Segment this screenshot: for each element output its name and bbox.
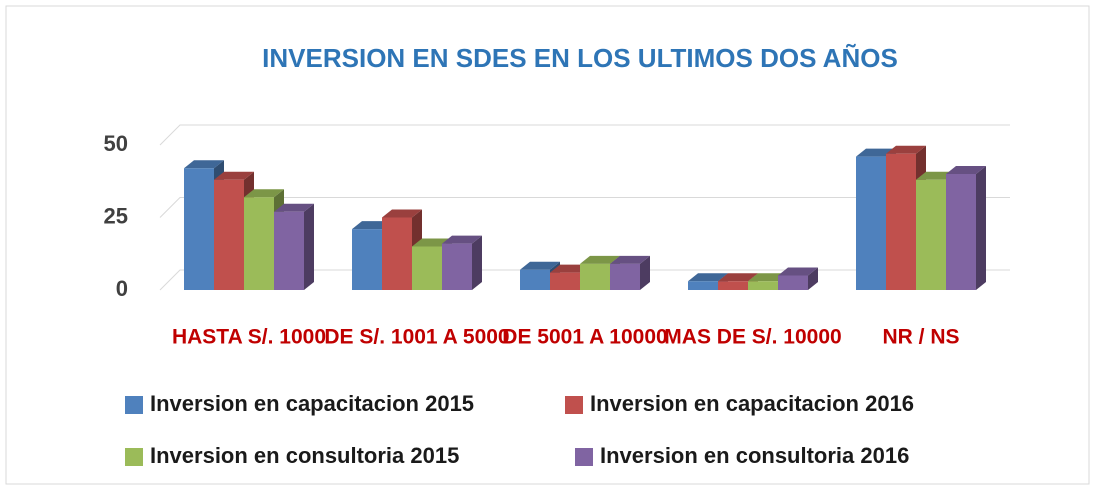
bar-face [244,189,284,198]
bar-face [916,179,946,290]
grid-line [159,197,1010,218]
y-tick-label: 50 [104,131,128,156]
grid-line [159,269,1010,291]
x-tick-label: DE S/. 1001 A 5000 [324,326,509,349]
bar-face [442,235,482,244]
bar-face [382,217,412,290]
bar-face [520,269,550,290]
legend-label: Inversion en capacitacion 2015 [150,391,474,416]
grid-line [159,124,1010,146]
legend-swatch [125,396,143,414]
bar-face [946,166,986,174]
bar-face [748,281,778,290]
bar-face [688,273,728,282]
bar-face [610,263,640,290]
bar-face [184,160,224,169]
legend-label: Inversion en consultoria 2015 [150,443,459,468]
bar-face [640,255,650,290]
bar-face [580,255,620,264]
bar [274,203,314,290]
bar-face [808,267,818,290]
bar-face [580,263,610,290]
bar-face [778,267,818,276]
bar-face [214,171,254,180]
y-tick-label: 0 [116,276,128,301]
bar-face [886,153,916,290]
bar-face [274,211,304,290]
bar-face [778,275,808,290]
bar-face [244,197,274,290]
bar [778,267,818,290]
bar-face [352,229,382,290]
bar-face [610,255,650,264]
bar-face [856,156,886,290]
bar-face [412,246,442,290]
bar-face [214,179,244,290]
y-tick-label: 25 [104,203,128,228]
bar [946,166,986,290]
chart-title: INVERSION EN SDES EN LOS ULTIMOS DOS AÑO… [262,43,898,73]
legend-swatch [565,396,583,414]
bar-face [442,243,472,290]
bar-face [946,174,976,290]
x-tick-label: NR / NS [882,326,959,349]
bar-face [718,281,748,290]
legend-label: Inversion en capacitacion 2016 [590,391,914,416]
legend-swatch [125,448,143,466]
x-tick-label: MAS DE S/. 10000 [664,326,841,349]
x-tick-label: DE 5001 A 10000 [502,326,667,349]
bar-face [274,203,314,212]
bar-face [382,209,422,218]
bar-face [550,272,580,290]
bar-face [976,166,986,290]
bar-face [304,203,314,290]
bar [442,235,482,290]
legend-label: Inversion en consultoria 2016 [600,443,909,468]
bar-face [886,145,926,154]
bar-face [520,261,560,270]
bar-face [184,168,214,290]
bar-face [718,273,758,282]
x-tick-label: HASTA S/. 1000 [172,326,326,349]
bar [610,255,650,290]
bar-face [688,281,718,290]
legend-swatch [575,448,593,466]
bar-face [472,235,482,290]
